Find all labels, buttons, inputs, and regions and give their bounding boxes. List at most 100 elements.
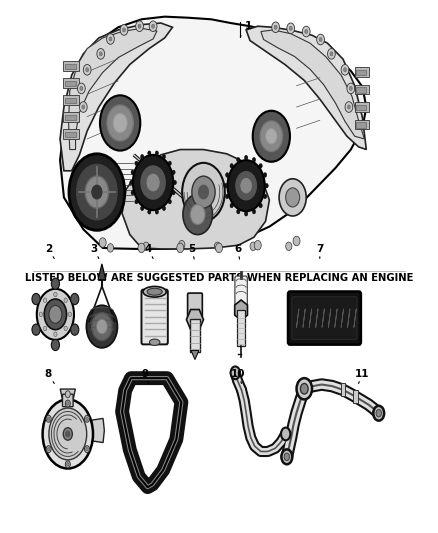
Circle shape	[49, 305, 62, 324]
Circle shape	[107, 244, 113, 252]
Circle shape	[54, 292, 57, 297]
Bar	[190, 319, 200, 352]
Circle shape	[68, 312, 71, 317]
Circle shape	[282, 449, 292, 464]
Circle shape	[376, 409, 381, 417]
Circle shape	[113, 114, 127, 133]
Circle shape	[123, 28, 126, 32]
Circle shape	[259, 203, 262, 208]
Bar	[63, 130, 79, 139]
Bar	[65, 132, 76, 138]
Circle shape	[328, 49, 336, 59]
Circle shape	[65, 391, 71, 398]
Circle shape	[86, 68, 89, 72]
Circle shape	[32, 324, 40, 335]
Circle shape	[65, 461, 71, 468]
Circle shape	[230, 203, 233, 208]
Circle shape	[97, 49, 105, 59]
Circle shape	[99, 52, 102, 56]
Circle shape	[215, 243, 223, 253]
Circle shape	[131, 190, 134, 195]
Text: 4: 4	[145, 244, 153, 259]
Circle shape	[32, 294, 40, 305]
Circle shape	[226, 194, 229, 199]
Circle shape	[266, 128, 277, 144]
Text: 2: 2	[45, 244, 54, 259]
Bar	[355, 102, 369, 112]
Circle shape	[341, 64, 349, 75]
Circle shape	[67, 402, 69, 405]
Circle shape	[293, 236, 300, 246]
Circle shape	[143, 242, 149, 251]
Bar	[63, 78, 79, 88]
FancyBboxPatch shape	[235, 276, 247, 310]
Circle shape	[46, 415, 51, 422]
Bar	[237, 310, 245, 346]
Bar	[356, 70, 366, 75]
Circle shape	[226, 173, 229, 177]
Circle shape	[141, 166, 165, 199]
Circle shape	[43, 298, 47, 303]
Circle shape	[155, 209, 159, 214]
Circle shape	[274, 25, 277, 29]
Circle shape	[64, 298, 67, 303]
Circle shape	[373, 406, 384, 421]
Circle shape	[214, 242, 221, 251]
Circle shape	[347, 83, 355, 94]
Circle shape	[177, 243, 184, 253]
Text: 5: 5	[188, 244, 195, 259]
Bar	[63, 95, 79, 105]
Circle shape	[69, 154, 125, 230]
Circle shape	[133, 155, 173, 210]
Circle shape	[136, 21, 143, 31]
Circle shape	[300, 383, 308, 394]
Bar	[65, 64, 76, 69]
Circle shape	[347, 105, 350, 109]
Circle shape	[148, 209, 151, 214]
Circle shape	[349, 86, 352, 91]
Polygon shape	[187, 310, 204, 330]
Circle shape	[99, 238, 106, 247]
Circle shape	[85, 415, 89, 422]
Ellipse shape	[143, 286, 166, 297]
Circle shape	[302, 26, 310, 37]
Circle shape	[263, 173, 267, 177]
Circle shape	[147, 174, 159, 191]
Bar	[341, 383, 346, 396]
Polygon shape	[191, 351, 199, 360]
Circle shape	[71, 294, 79, 305]
Circle shape	[44, 299, 67, 329]
Circle shape	[305, 29, 308, 34]
Text: 8: 8	[45, 369, 54, 383]
Circle shape	[244, 155, 248, 160]
Circle shape	[141, 206, 144, 211]
Circle shape	[82, 105, 85, 109]
Polygon shape	[60, 23, 173, 171]
Circle shape	[182, 163, 225, 221]
Circle shape	[66, 431, 70, 437]
Circle shape	[49, 408, 87, 460]
Circle shape	[172, 190, 175, 195]
Circle shape	[183, 194, 212, 235]
Polygon shape	[235, 300, 247, 320]
Circle shape	[192, 176, 215, 208]
Circle shape	[237, 209, 240, 214]
Circle shape	[191, 204, 205, 224]
Circle shape	[71, 324, 79, 335]
Circle shape	[47, 447, 50, 451]
Text: 6: 6	[234, 244, 241, 259]
Circle shape	[43, 326, 47, 330]
Circle shape	[162, 155, 166, 159]
Polygon shape	[122, 150, 269, 249]
Circle shape	[231, 367, 240, 379]
FancyBboxPatch shape	[292, 297, 357, 340]
Bar	[63, 61, 79, 71]
Text: LISTED BELOW ARE SUGGESTED PARTS WHEN REPLACING AN ENGINE: LISTED BELOW ARE SUGGESTED PARTS WHEN RE…	[25, 273, 413, 283]
Polygon shape	[60, 17, 366, 249]
Circle shape	[250, 242, 256, 251]
Polygon shape	[60, 389, 75, 401]
FancyBboxPatch shape	[288, 292, 361, 345]
Bar	[63, 112, 79, 122]
Circle shape	[51, 340, 60, 351]
Circle shape	[263, 194, 267, 199]
